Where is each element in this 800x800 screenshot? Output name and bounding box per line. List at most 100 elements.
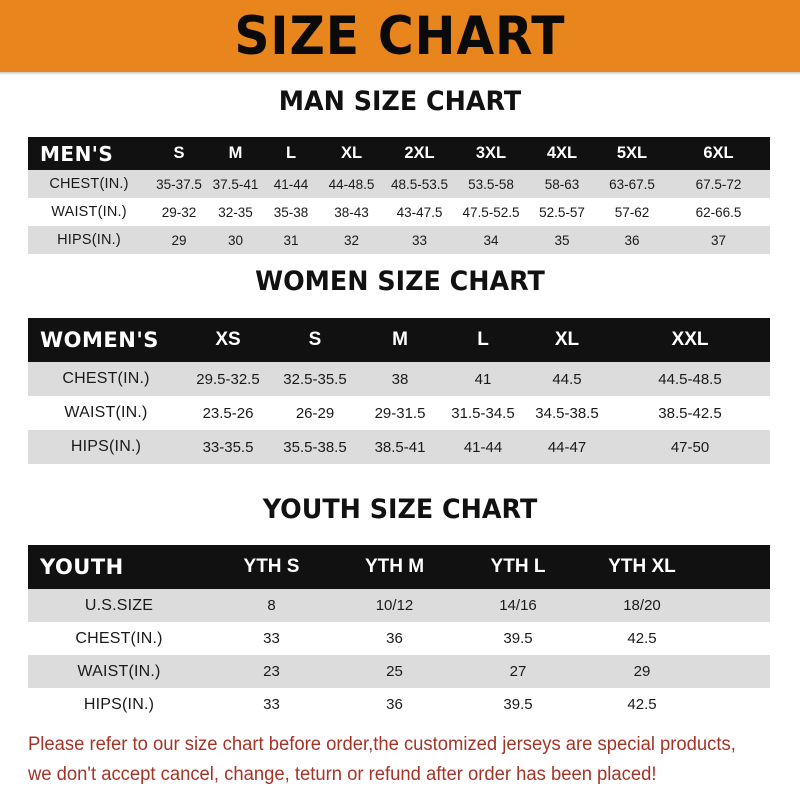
table-header-row: MEN'S S M L XL 2XL 3XL 4XL 5XL 6XL [28, 137, 770, 170]
youth-cell: 33 [263, 630, 280, 647]
table-row: U.S.SIZE 8 10/12 14/16 18/20 [28, 589, 770, 622]
men-cell: 32-35 [218, 204, 253, 220]
banner-shadow-divider [0, 72, 800, 75]
men-size-header: 2XL [404, 144, 435, 162]
men-row-label: CHEST(IN.) [49, 176, 129, 192]
youth-size-header: YTH L [490, 556, 546, 577]
women-cell: 38.5-42.5 [658, 404, 722, 422]
disclaimer-note: Please refer to our size chart before or… [28, 730, 754, 790]
women-size-header: M [392, 329, 408, 350]
youth-cell: 18/20 [623, 597, 661, 614]
women-cell: 26-29 [295, 404, 335, 422]
women-cell: 47-50 [670, 438, 710, 456]
men-cell: 35 [554, 232, 570, 248]
women-cell: 33-35.5 [202, 438, 254, 456]
youth-cell: 42.5 [627, 630, 657, 647]
men-row-label: WAIST(IN.) [51, 204, 127, 220]
youth-table-body: U.S.SIZE 8 10/12 14/16 18/20 CHEST(IN.) … [28, 589, 770, 721]
page-banner: SIZE CHART [0, 0, 800, 72]
women-size-header: XS [215, 329, 241, 350]
men-cell: 38-43 [334, 204, 369, 220]
women-corner-label: WOMEN'S [40, 328, 159, 352]
women-cell: 34.5-38.5 [535, 404, 599, 422]
youth-section-title: YOUTH SIZE CHART [262, 494, 538, 525]
table-header-row: YOUTH YTH S YTH M YTH L YTH XL [28, 545, 770, 589]
youth-table-header: YOUTH YTH S YTH M YTH L YTH XL [28, 545, 770, 589]
women-row-label: CHEST(IN.) [62, 370, 150, 387]
men-size-header: 4XL [546, 144, 578, 162]
men-cell: 34 [483, 232, 499, 248]
women-section-title: WOMEN SIZE CHART [255, 266, 545, 297]
table-row: CHEST(IN.) 33 36 39.5 42.5 [28, 622, 770, 655]
men-cell: 53.5-58 [468, 176, 514, 192]
women-cell: 38 [391, 370, 409, 388]
men-size-header: L [285, 144, 297, 162]
men-cell: 58-63 [544, 176, 580, 192]
men-table-header: MEN'S S M L XL 2XL 3XL 4XL 5XL 6XL [28, 137, 770, 170]
women-cell: 29.5-32.5 [196, 370, 260, 388]
youth-cell: 14/16 [499, 597, 537, 614]
youth-cell: 8 [267, 597, 276, 614]
table-row: WAIST(IN.) 29-32 32-35 35-38 38-43 43-47… [28, 198, 770, 226]
men-size-header: 5XL [616, 144, 648, 162]
table-row: HIPS(IN.) 29 30 31 32 33 34 35 36 37 [28, 226, 770, 254]
table-row: HIPS(IN.) 33-35.5 35.5-38.5 38.5-41 41-4… [28, 430, 770, 464]
men-cell: 32 [343, 232, 360, 248]
men-cell: 35-37.5 [156, 176, 202, 192]
youth-header-spacer [704, 545, 770, 589]
youth-cell: 36 [386, 696, 403, 713]
youth-row-label: U.S.SIZE [84, 596, 154, 614]
men-cell: 63-67.5 [609, 176, 655, 192]
women-table-body: CHEST(IN.) 29.5-32.5 32.5-35.5 38 41 44.… [28, 362, 770, 464]
youth-cell-spacer [704, 655, 770, 688]
youth-row-label: CHEST(IN.) [75, 629, 163, 647]
youth-cell-spacer [704, 622, 770, 655]
table-row: HIPS(IN.) 33 36 39.5 42.5 [28, 688, 770, 721]
youth-cell: 23 [263, 663, 280, 680]
women-cell: 41-44 [463, 438, 503, 456]
women-cell: 44-47 [547, 438, 587, 456]
youth-row-label: HIPS(IN.) [83, 695, 155, 713]
women-cell: 44.5-48.5 [658, 370, 722, 388]
men-corner-label: MEN'S [40, 141, 114, 166]
men-cell: 29-32 [161, 204, 197, 220]
table-row: WAIST(IN.) 23 25 27 29 [28, 655, 770, 688]
women-cell: 23.5-26 [202, 404, 254, 422]
men-cell: 37 [710, 232, 727, 248]
women-size-header: XXL [671, 329, 709, 350]
women-cell: 44.5 [552, 370, 582, 388]
men-size-header: S [173, 144, 185, 162]
men-cell: 57-62 [614, 204, 650, 220]
youth-size-header: YTH M [364, 556, 425, 577]
women-size-header: XL [554, 329, 580, 350]
women-table-header: WOMEN'S XS S M L XL XXL [28, 318, 770, 362]
table-row: CHEST(IN.) 29.5-32.5 32.5-35.5 38 41 44.… [28, 362, 770, 396]
women-size-header: S [308, 329, 322, 350]
youth-size-header: YTH S [243, 556, 300, 577]
men-cell: 44-48.5 [328, 176, 375, 192]
women-row-label: HIPS(IN.) [70, 438, 142, 455]
women-cell: 41 [474, 370, 492, 388]
youth-size-table: YOUTH YTH S YTH M YTH L YTH XL U.S.SIZE … [28, 545, 770, 721]
men-cell: 62-66.5 [695, 204, 742, 220]
men-size-header: 3XL [475, 144, 507, 162]
men-cell: 35-38 [273, 204, 309, 220]
men-size-header: XL [340, 144, 363, 162]
youth-cell-spacer [704, 589, 770, 622]
table-header-row: WOMEN'S XS S M L XL XXL [28, 318, 770, 362]
women-cell: 31.5-34.5 [451, 404, 515, 422]
men-cell: 48.5-53.5 [390, 176, 449, 192]
women-cell: 38.5-41 [374, 438, 426, 456]
youth-cell: 29 [633, 663, 651, 680]
men-size-table: MEN'S S M L XL 2XL 3XL 4XL 5XL 6XL CHEST… [28, 137, 770, 254]
men-cell: 52.5-57 [539, 204, 585, 220]
page-title: SIZE CHART [234, 5, 566, 67]
men-cell: 31 [283, 232, 299, 248]
men-size-header: M [228, 144, 243, 162]
men-table-body: CHEST(IN.) 35-37.5 37.5-41 41-44 44-48.5… [28, 170, 770, 254]
youth-cell: 39.5 [503, 630, 533, 647]
men-size-header: 6XL [703, 144, 734, 162]
youth-cell-spacer [704, 688, 770, 721]
women-size-header: L [477, 329, 489, 350]
